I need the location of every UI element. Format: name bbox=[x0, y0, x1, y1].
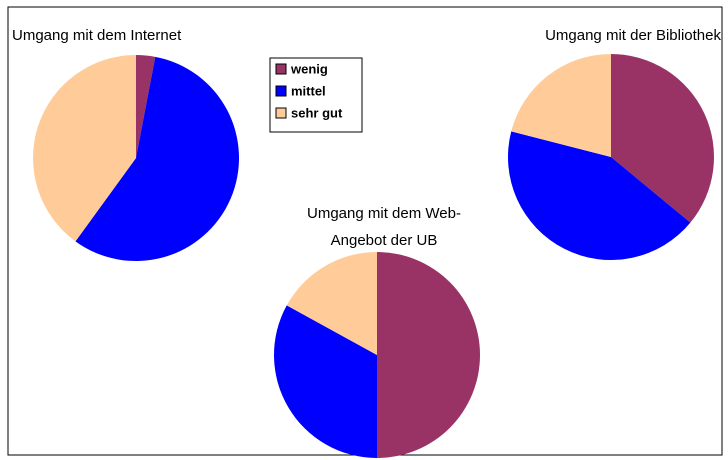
legend-label: sehr gut bbox=[291, 105, 343, 120]
pie-slice bbox=[511, 54, 611, 157]
chart-title: Angebot der UB bbox=[331, 232, 438, 249]
chart-title: Umgang mit der Bibliothek bbox=[545, 27, 721, 44]
pie-slice bbox=[136, 55, 156, 158]
pie-slice bbox=[286, 252, 377, 355]
legend-label: mittel bbox=[291, 83, 326, 98]
pie-slice bbox=[274, 305, 377, 458]
pie-slice bbox=[611, 54, 714, 223]
legend-swatch bbox=[275, 63, 287, 75]
pie-slice bbox=[75, 56, 239, 261]
pie-slice bbox=[33, 55, 136, 242]
legend-label: wenig bbox=[290, 61, 328, 76]
chart-title: Umgang mit dem Internet bbox=[12, 27, 182, 44]
chart-title: Umgang mit dem Web- bbox=[307, 205, 461, 222]
pie-slice bbox=[508, 131, 691, 260]
pie-slice bbox=[377, 252, 480, 458]
legend-swatch bbox=[275, 107, 287, 119]
legend-swatch bbox=[275, 85, 287, 97]
